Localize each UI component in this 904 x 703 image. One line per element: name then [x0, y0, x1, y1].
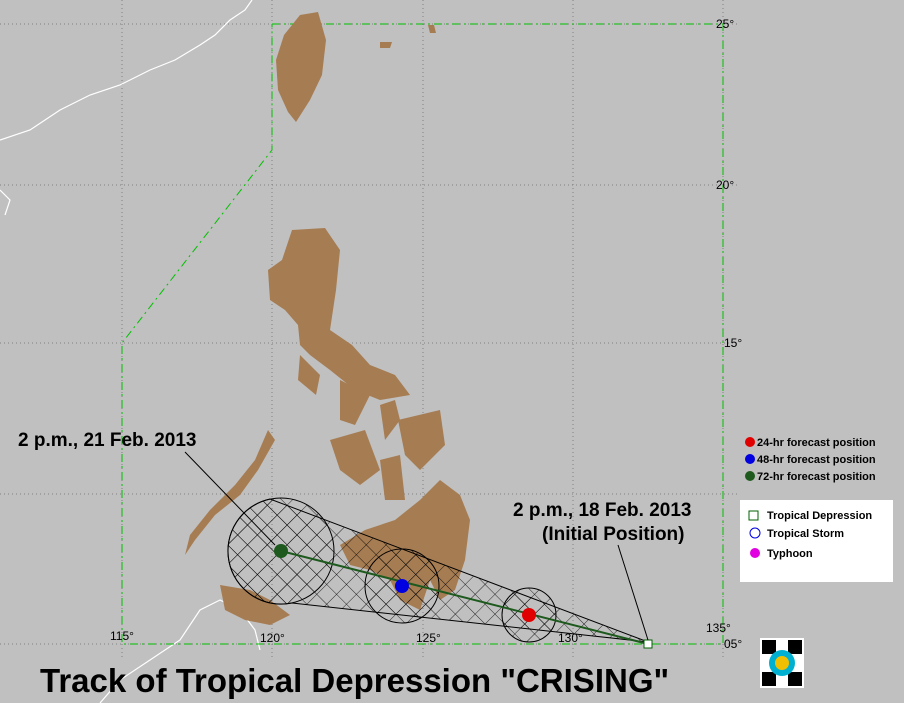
- lon-label: 115°: [110, 629, 134, 643]
- initial-position: [643, 639, 653, 649]
- lon-label: 130°: [558, 631, 583, 645]
- forecast-48hr: [395, 579, 409, 593]
- leader-line: [184, 451, 276, 546]
- annotation: (Initial Position): [542, 524, 685, 545]
- logo: [760, 638, 804, 688]
- legend-label: 48-hr forecast position: [757, 454, 876, 466]
- forecast-72hr: [274, 544, 288, 558]
- legend-label: Typhoon: [767, 548, 813, 560]
- lat-label: 25°: [716, 17, 734, 31]
- lon-label: 135°: [706, 621, 731, 635]
- lon-label: 125°: [416, 631, 441, 645]
- legend-label: 24-hr forecast position: [757, 437, 876, 449]
- annotation: 2 p.m., 21 Feb. 2013: [18, 430, 196, 451]
- lat-label: 05°: [724, 637, 742, 651]
- lat-label: 15°: [724, 336, 742, 350]
- legend-label: 72-hr forecast position: [757, 471, 876, 483]
- forecast-24hr: [522, 608, 536, 622]
- legend-label: Tropical Storm: [767, 528, 844, 540]
- leader-line: [617, 544, 649, 641]
- annotation: 2 p.m., 18 Feb. 2013: [513, 500, 691, 521]
- coastline: [0, 0, 253, 141]
- legend: 24-hr forecast position 48-hr forecast p…: [740, 437, 893, 582]
- lon-label: 120°: [260, 631, 285, 645]
- lat-label: 20°: [716, 178, 734, 192]
- coastline: [99, 599, 261, 703]
- par-boundary: [121, 23, 724, 645]
- coastline: [0, 189, 11, 216]
- land: [185, 12, 470, 625]
- legend-label: Tropical Depression: [767, 510, 872, 522]
- title: Track of Tropical Depression "CRISING": [40, 662, 669, 699]
- track-line: [280, 550, 649, 645]
